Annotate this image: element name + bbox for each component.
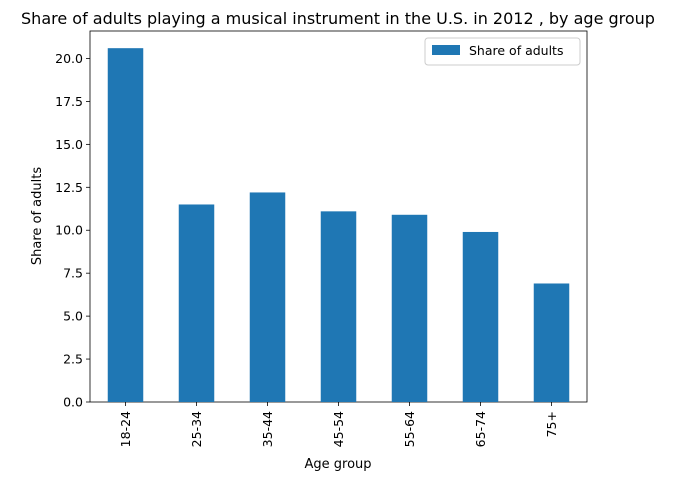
bar-35-44 <box>249 192 286 402</box>
y-axis-ticks: 0.0 2.5 5.0 7.5 10.0 12.5 15.0 17.5 20.0 <box>55 51 90 410</box>
y-tick-label: 12.5 <box>55 180 83 195</box>
x-tick-label: 55-64 <box>402 411 417 447</box>
chart-title: Share of adults playing a musical instru… <box>21 9 655 28</box>
y-tick-label: 5.0 <box>63 309 83 324</box>
x-tick-label: 35-44 <box>260 411 275 447</box>
bars-group <box>107 48 570 402</box>
bar-45-54 <box>320 211 357 402</box>
x-tick-label: 75+ <box>544 411 559 437</box>
legend-swatch <box>432 45 460 55</box>
bar-25-34 <box>178 204 215 402</box>
y-tick-label: 17.5 <box>55 94 83 109</box>
x-tick-label: 18-24 <box>118 411 133 447</box>
y-axis-label: Share of adults <box>30 167 45 265</box>
y-tick-label: 15.0 <box>55 137 83 152</box>
bar-75+ <box>533 283 570 402</box>
x-axis-label: Age group <box>304 457 371 472</box>
y-tick-label: 0.0 <box>63 395 83 410</box>
bar-18-24 <box>107 48 144 402</box>
plot-area: 0.0 2.5 5.0 7.5 10.0 12.5 15.0 17.5 20.0 18-24 25… <box>55 30 588 447</box>
legend: Share of adults <box>424 37 581 66</box>
x-tick-label: 65-74 <box>473 411 488 447</box>
x-tick-label: 45-54 <box>331 411 346 447</box>
legend-box <box>424 37 581 66</box>
y-tick-label: 7.5 <box>63 266 83 281</box>
bar-55-64 <box>391 214 428 402</box>
legend-label: Share of adults <box>469 43 563 58</box>
x-tick-label: 25-34 <box>189 411 204 447</box>
y-tick-label: 20.0 <box>55 51 83 66</box>
x-axis-ticks: 18-24 25-34 35-44 45-54 55-64 65-74 75+ <box>118 402 559 447</box>
y-tick-label: 2.5 <box>63 352 83 367</box>
y-tick-label: 10.0 <box>55 223 83 238</box>
bar-65-74 <box>462 231 499 402</box>
